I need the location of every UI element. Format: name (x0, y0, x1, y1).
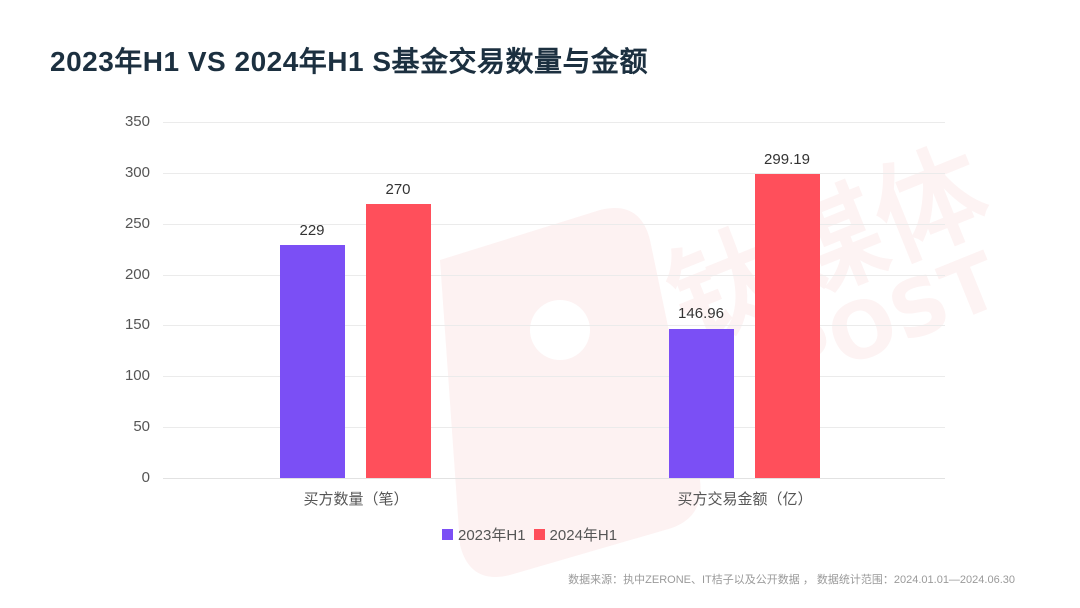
gridline-100 (163, 376, 945, 377)
gridline-350 (163, 122, 945, 123)
value-label: 270 (385, 181, 411, 198)
bar-2024-buyer-amount (755, 174, 820, 478)
gridline-200 (163, 275, 945, 276)
x-axis-baseline (163, 478, 945, 479)
legend-swatch-icon (533, 529, 545, 540)
bar-2023-buyer-amount (669, 329, 734, 478)
y-tick-label: 300 (124, 164, 150, 181)
gridline-250 (163, 224, 945, 225)
legend-label: 2023年H1 (458, 527, 526, 544)
y-tick-label: 50 (133, 418, 150, 435)
y-tick-label: 350 (124, 113, 150, 130)
y-tick-label: 0 (141, 469, 150, 486)
x-category-label: 买方数量（笔） (303, 491, 409, 508)
value-label: 146.96 (678, 305, 724, 322)
gridline-150 (163, 325, 945, 326)
gridline-50 (163, 427, 945, 428)
value-label: 229 (299, 222, 325, 239)
chart-legend: 2023年H1 2024年H1 (442, 524, 625, 545)
bar-2024-buyer-count (366, 204, 431, 478)
value-label: 299.19 (764, 151, 810, 168)
y-tick-label: 200 (124, 266, 150, 283)
data-source-note: 数据来源：执中ZERONE、IT桔子以及公开数据 ， 数据统计范围：2024.0… (568, 574, 1015, 586)
y-tick-label: 100 (124, 367, 150, 384)
legend-label: 2024年H1 (549, 527, 618, 544)
legend-item-2024[interactable]: 2024年H1 (533, 524, 618, 545)
y-tick-label: 250 (124, 215, 150, 232)
y-tick-label: 150 (124, 316, 150, 333)
bar-2023-buyer-count (280, 245, 345, 478)
x-category-label: 买方交易金额（亿） (677, 491, 813, 508)
legend-item-2023[interactable]: 2023年H1 (442, 524, 526, 545)
chart-title: 2023年H1 VS 2024年H1 S基金交易数量与金额 (50, 46, 649, 77)
legend-swatch-icon (442, 529, 453, 540)
gridline-300 (163, 173, 945, 174)
